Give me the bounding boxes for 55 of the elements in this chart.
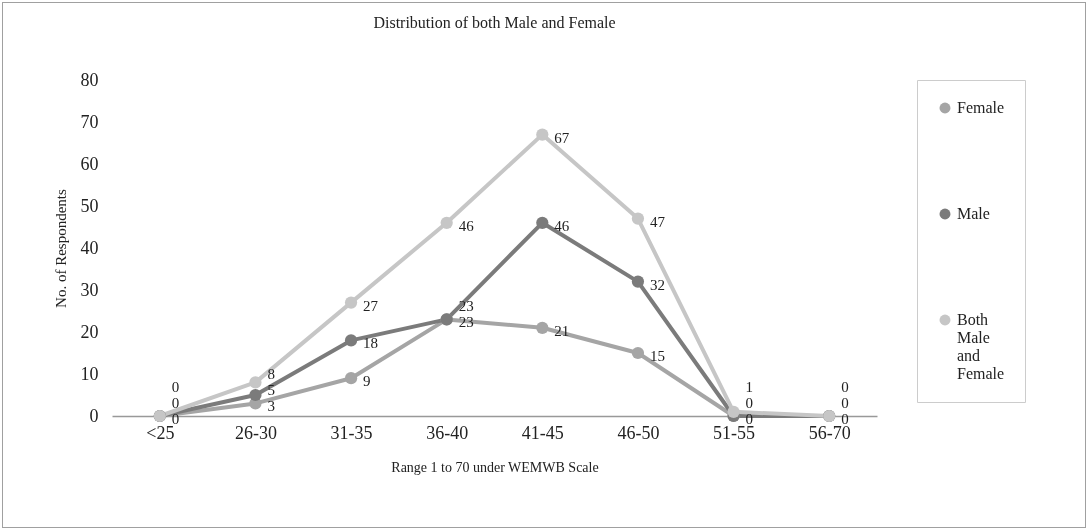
data-label: 0	[841, 395, 849, 411]
y-tick-label: 70	[80, 111, 99, 132]
x-axis-title: Range 1 to 70 under WEMWB Scale	[391, 459, 599, 475]
x-tick-label: 26-30	[234, 422, 277, 443]
y-tick-label: 40	[80, 237, 99, 258]
data-label: 46	[554, 217, 570, 234]
data-label: 3	[267, 398, 275, 415]
data-label: 27	[363, 297, 379, 314]
data-label: 32	[649, 276, 665, 293]
point	[536, 321, 549, 334]
y-tick-label: 30	[80, 279, 99, 300]
point	[631, 275, 645, 288]
point	[249, 376, 262, 389]
point	[727, 405, 740, 418]
legend-label: Female	[957, 99, 1005, 116]
point	[631, 346, 645, 360]
data-label: 67	[554, 129, 570, 146]
point	[536, 128, 549, 141]
data-label: 5	[267, 382, 275, 399]
y-tick-label: 20	[80, 321, 99, 342]
point	[344, 372, 358, 385]
y-tick-label: 50	[80, 195, 99, 216]
y-axis-title: No. of Respondents	[52, 188, 69, 308]
data-label: 1	[745, 379, 754, 395]
data-label: 0	[841, 379, 849, 395]
data-label: 0	[745, 395, 754, 411]
data-label: 0	[171, 379, 180, 395]
data-label: 15	[649, 348, 665, 364]
data-label: 47	[649, 213, 666, 230]
legend-label: Male	[957, 205, 990, 222]
point	[249, 388, 262, 402]
y-tick-label: 10	[80, 363, 99, 384]
x-tick-label: 31-35	[330, 422, 373, 443]
y-tick-label: 0	[89, 405, 99, 426]
point	[344, 296, 358, 309]
data-label: 46	[458, 217, 475, 234]
x-tick-label: 41-45	[521, 422, 564, 443]
data-label: 23	[458, 298, 474, 315]
point	[440, 216, 453, 229]
data-label: 0	[171, 395, 180, 411]
chart-title: Distribution of both Male and Female	[373, 14, 616, 31]
data-label: 21	[554, 322, 570, 339]
data-label: 9	[363, 373, 371, 390]
point	[536, 216, 549, 229]
data-label: 18	[363, 335, 379, 352]
point	[344, 334, 358, 347]
x-tick-label: 36-40	[426, 422, 469, 443]
data-label: 8	[267, 366, 275, 383]
data-label: 23	[458, 314, 474, 331]
legend-label: Both Male and Female	[957, 311, 1005, 382]
y-tick-label: 80	[80, 69, 99, 90]
data-label: 0	[841, 411, 849, 427]
y-tick-label: 60	[80, 153, 99, 174]
point	[631, 212, 645, 225]
x-tick-label: 46-50	[617, 422, 660, 443]
